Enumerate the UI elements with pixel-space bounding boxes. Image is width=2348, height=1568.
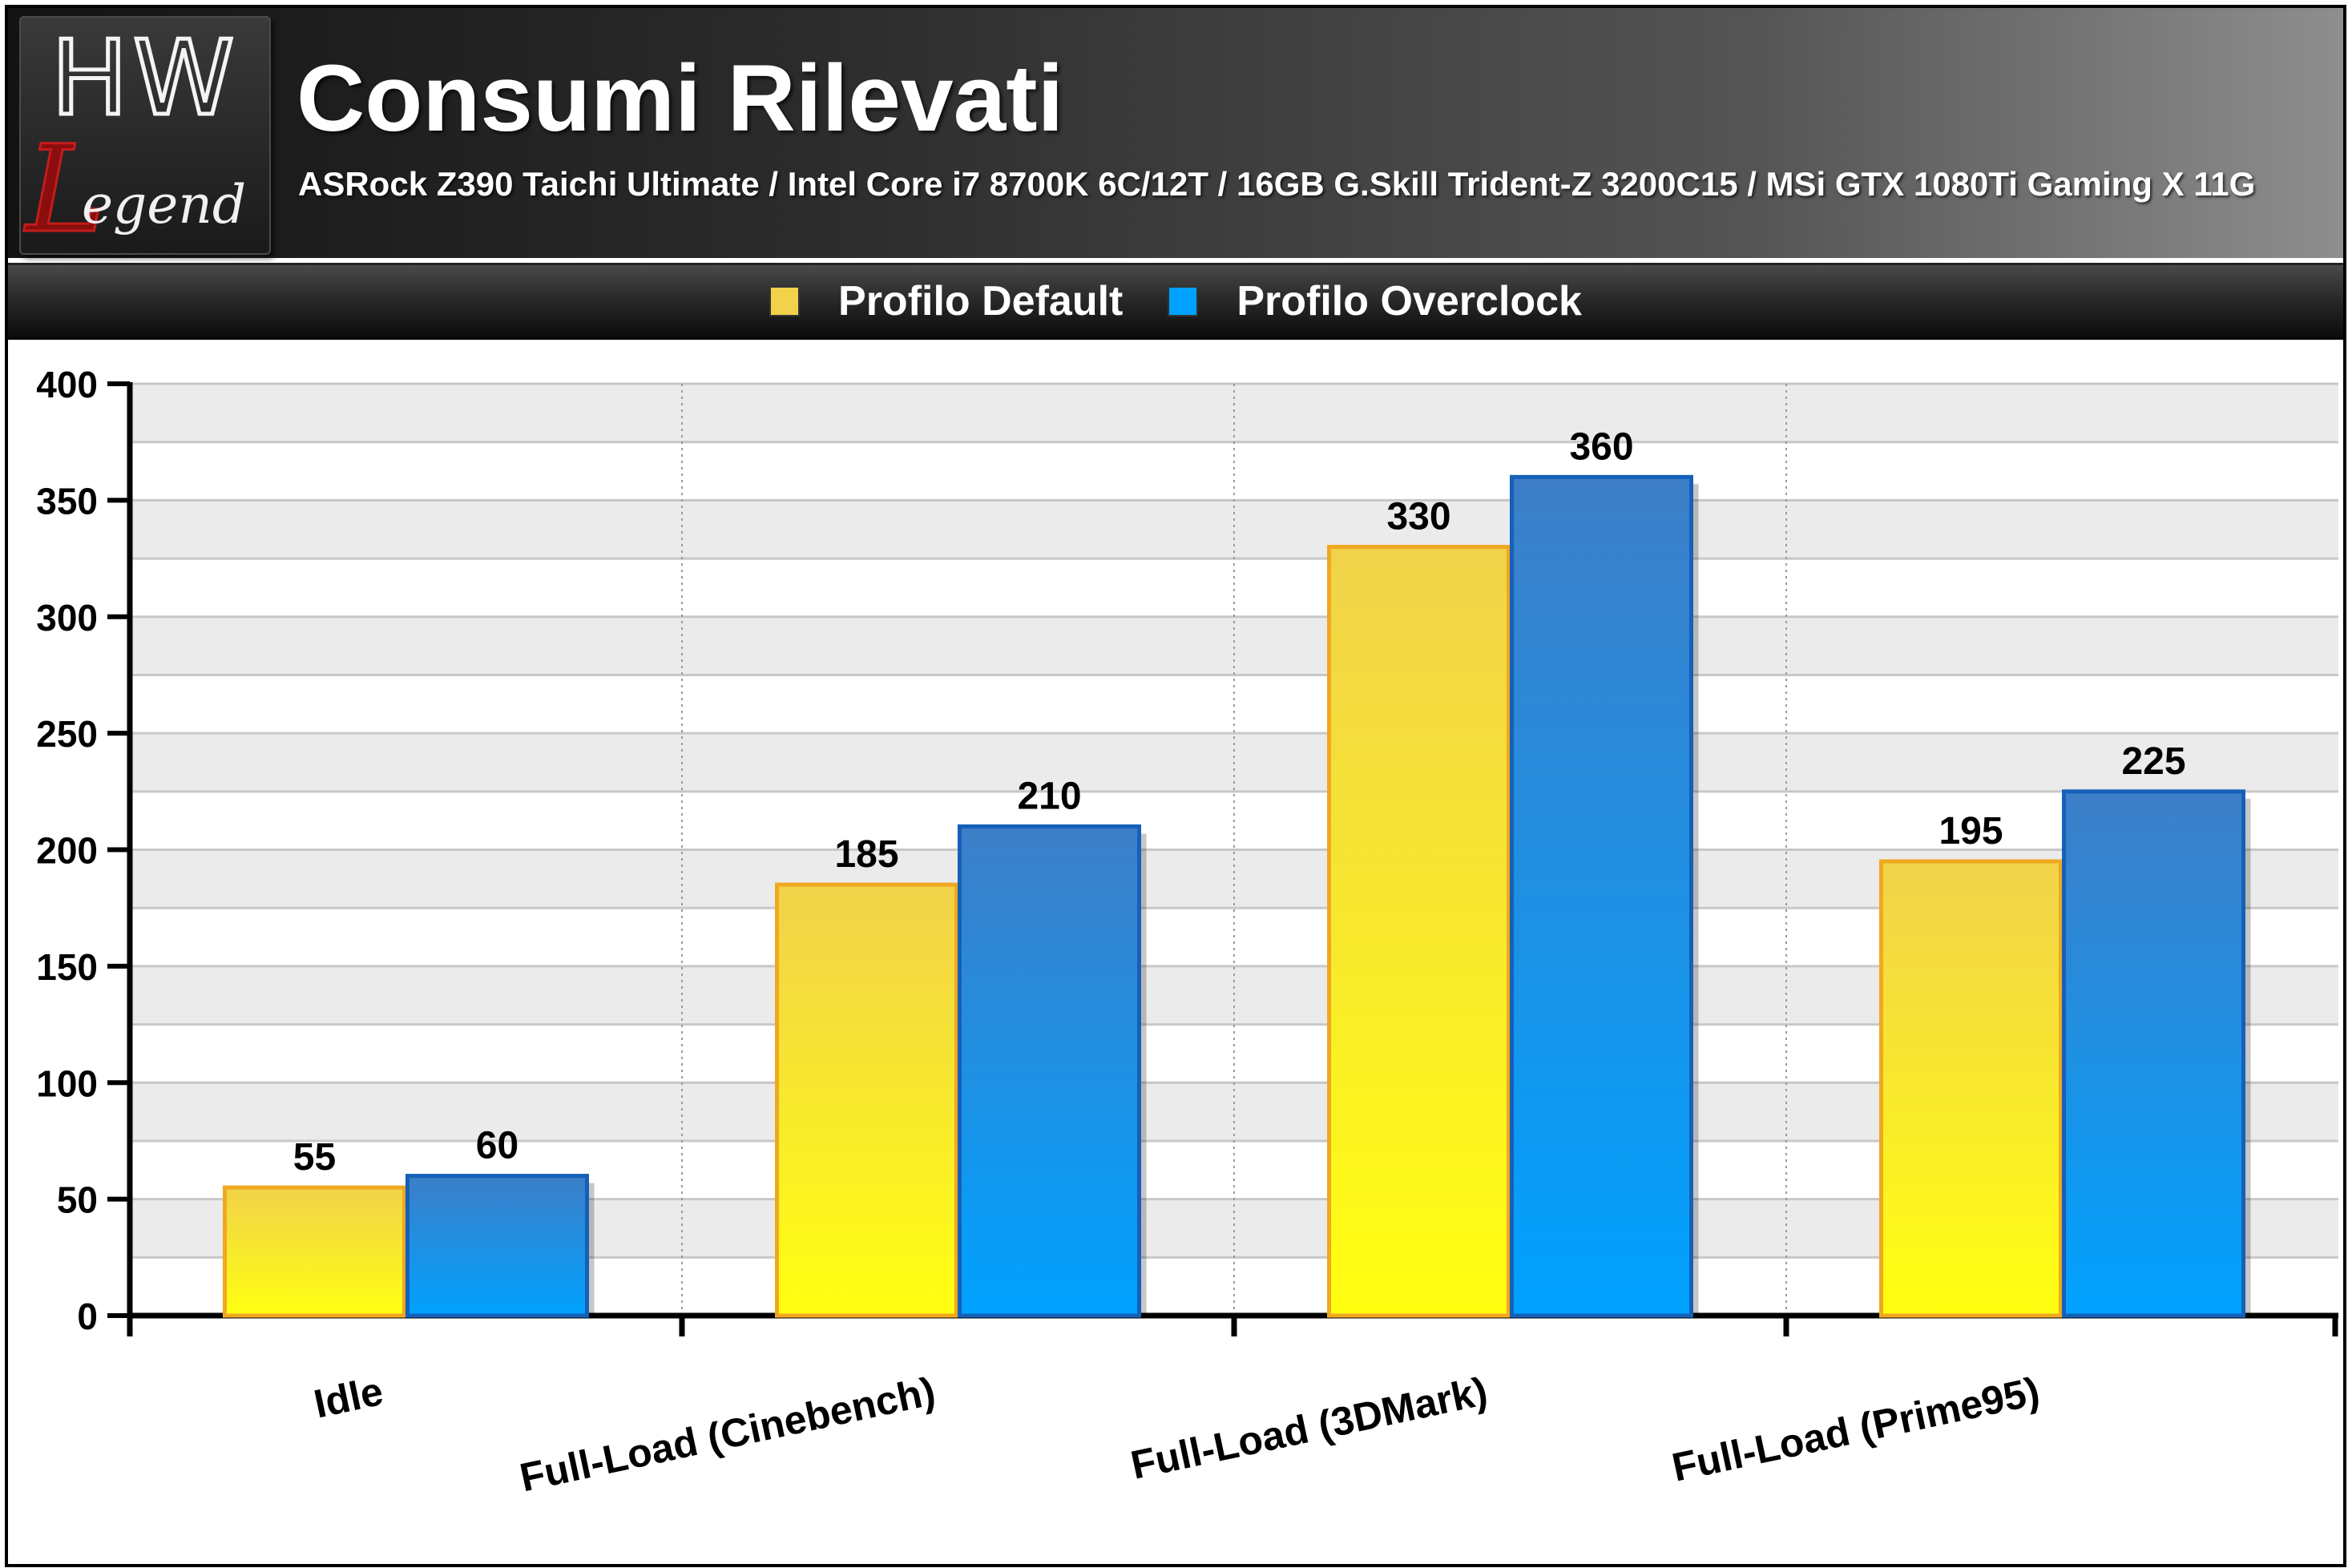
y-tick-label: 200 [36, 830, 98, 872]
y-tick-label: 100 [36, 1062, 98, 1104]
legend-label-default: Profilo Default [838, 278, 1124, 324]
legend-item-default: Profilo Default [769, 277, 1123, 325]
y-tick-label: 150 [36, 946, 98, 988]
bar-value-label: 195 [1939, 810, 2003, 853]
bar [223, 1185, 406, 1318]
y-tick-label: 400 [36, 364, 98, 405]
logo-initial-text: L [23, 120, 106, 255]
bar [405, 1174, 589, 1318]
bar [1879, 859, 2063, 1318]
bar-chart: 0 50 100 150 200 250 300 350 400 55 60 Idle 185 210 Fu… [36, 364, 2338, 1500]
bar-value-label: 360 [1569, 425, 1633, 468]
bar [775, 882, 958, 1318]
chart-subtitle: ASRock Z390 Taichi Ultimate / Intel Core… [298, 165, 2256, 203]
chart-title: Consumi Rilevati [297, 46, 1064, 151]
grid-band [130, 384, 2338, 442]
bar-value-label: 330 [1386, 496, 1450, 538]
bar-value-label: 225 [2121, 740, 2185, 783]
logo-graphic: HW L egend [22, 18, 247, 256]
logo-hw-text: HW [51, 19, 240, 139]
legend: Profilo Default Profilo Overclock [8, 265, 2343, 337]
y-tick-label: 300 [36, 597, 98, 639]
x-category-label: Full-Load (3DMark) [1127, 1368, 1491, 1488]
y-tick-label: 50 [57, 1179, 98, 1221]
bar [1510, 474, 1693, 1318]
chart-header: HW L egend Consumi Rilevati ASRock Z390 … [8, 8, 2343, 258]
y-tick-label: 250 [36, 713, 98, 755]
x-category-label: Idle [310, 1368, 387, 1427]
bar-value-label: 60 [476, 1125, 518, 1167]
grid-band [130, 616, 2338, 675]
y-tick-label: 350 [36, 480, 98, 522]
logo-legend-text: egend [82, 174, 246, 236]
bar-value-label: 55 [293, 1136, 336, 1179]
y-tick-label: 0 [77, 1296, 98, 1337]
x-category-label: Full-Load (Cinebench) [516, 1368, 939, 1500]
hwlegend-logo: HW L egend [19, 16, 271, 255]
legend-swatch-default [769, 286, 801, 316]
bar-value-label: 210 [1017, 775, 1081, 817]
bar-value-label: 185 [834, 833, 898, 876]
legend-bar: Profilo Default Profilo Overclock [8, 263, 2343, 340]
legend-swatch-overclock [1168, 286, 1199, 316]
bar [958, 824, 1141, 1318]
bar [1327, 545, 1511, 1318]
chart-frame: HW L egend Consumi Rilevati ASRock Z390 … [5, 5, 2346, 1567]
bar [2062, 789, 2245, 1318]
legend-item-overclock: Profilo Overclock [1168, 277, 1582, 325]
grid-band [130, 500, 2338, 559]
legend-label-overclock: Profilo Overclock [1237, 278, 1582, 324]
x-category-label: Full-Load (Prime95) [1668, 1368, 2043, 1490]
